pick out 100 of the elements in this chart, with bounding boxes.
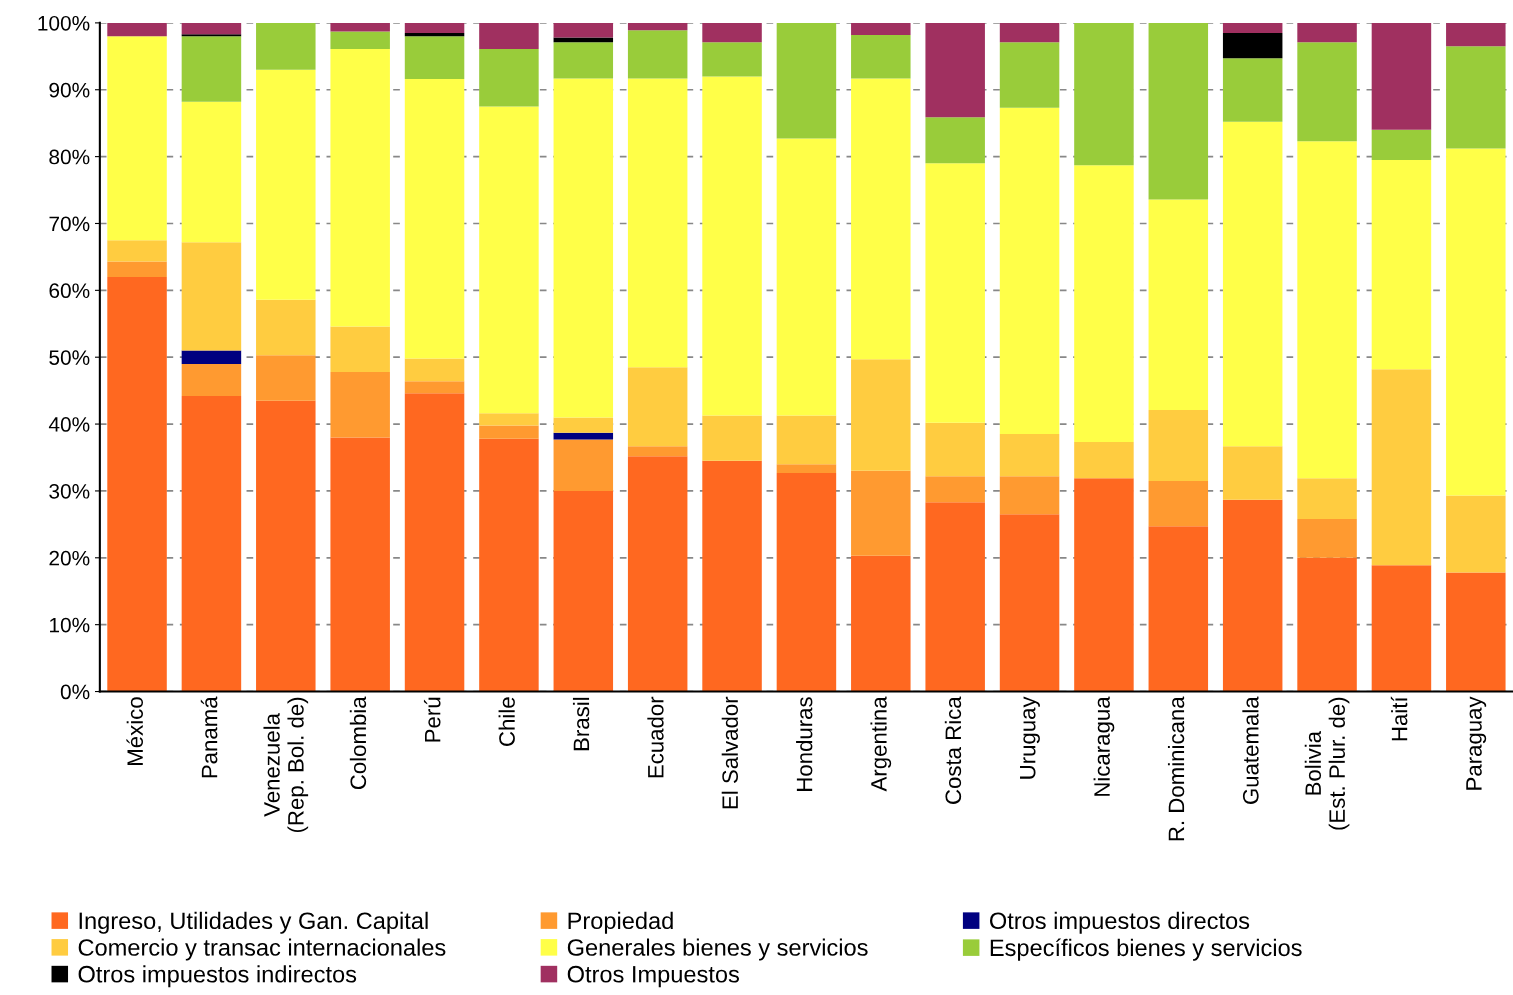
bar bbox=[1297, 519, 1357, 558]
legend-label: Ingreso, Utilidades y Gan. Capital bbox=[79, 911, 428, 934]
bar bbox=[107, 22, 167, 37]
bar bbox=[999, 42, 1060, 108]
bar bbox=[256, 69, 316, 300]
x-tick-label: Paraguay bbox=[1466, 696, 1487, 790]
bar bbox=[404, 22, 465, 33]
bar bbox=[1446, 46, 1506, 149]
bar bbox=[1371, 565, 1432, 692]
y-tick-label: 20% bbox=[49, 550, 90, 566]
x-tick-label: Ecuador bbox=[647, 696, 664, 778]
bar bbox=[776, 464, 837, 473]
y-tick-label: 30% bbox=[49, 483, 90, 499]
bar bbox=[851, 34, 911, 79]
bar bbox=[1074, 22, 1134, 166]
x-tick-label: México bbox=[126, 697, 144, 765]
bar bbox=[404, 381, 465, 394]
bar bbox=[479, 413, 539, 426]
bar bbox=[1222, 22, 1283, 33]
bar bbox=[256, 299, 316, 356]
bar bbox=[1297, 557, 1357, 692]
bar bbox=[330, 437, 390, 692]
bar bbox=[553, 78, 614, 418]
bar bbox=[627, 367, 688, 447]
x-tick-label: Brasil bbox=[572, 697, 590, 751]
x-tick-label: Argentina bbox=[870, 696, 892, 792]
bar bbox=[851, 359, 911, 471]
bar bbox=[627, 30, 688, 79]
bar bbox=[1222, 446, 1283, 500]
bar bbox=[404, 36, 465, 80]
bar bbox=[925, 117, 985, 164]
bar bbox=[1446, 22, 1506, 47]
bar bbox=[1446, 495, 1506, 573]
bar bbox=[1446, 148, 1506, 496]
x-tick-label: Bolivia (Est. Plur. de) bbox=[1304, 697, 1350, 830]
bar bbox=[404, 358, 465, 382]
bar bbox=[256, 400, 316, 692]
bar bbox=[330, 22, 390, 32]
bar bbox=[553, 490, 614, 692]
bar bbox=[1371, 22, 1432, 130]
legend-label: Propiedad bbox=[568, 911, 673, 934]
x-tick-label: Costa Rica bbox=[944, 696, 962, 804]
x-tick-label: Colombia bbox=[349, 696, 367, 790]
y-tick-label: 100% bbox=[38, 15, 90, 31]
x-tick-label: Haití bbox=[1390, 696, 1408, 741]
x-tick-label: El Salvador bbox=[721, 696, 739, 809]
bar bbox=[851, 555, 911, 692]
y-tick-label: 90% bbox=[49, 82, 90, 98]
bar bbox=[107, 276, 167, 692]
bar bbox=[1222, 58, 1283, 122]
bar bbox=[627, 22, 688, 31]
bar bbox=[553, 417, 614, 433]
bar bbox=[1297, 478, 1357, 520]
legend-label: Otros Impuestos bbox=[567, 965, 739, 988]
bar bbox=[776, 138, 837, 416]
bar bbox=[999, 476, 1060, 515]
legend-label: Otros impuestos directos bbox=[989, 911, 1250, 934]
x-tick-label: Panamá bbox=[200, 696, 218, 778]
x-tick-label: Uruguay bbox=[1020, 696, 1040, 779]
legend-label: Comercio y transac internacionales bbox=[78, 938, 446, 961]
bar bbox=[330, 31, 390, 49]
bar bbox=[999, 434, 1060, 477]
bar bbox=[479, 438, 539, 692]
bar bbox=[925, 476, 985, 503]
bar bbox=[851, 22, 911, 35]
bar bbox=[553, 42, 614, 79]
bar bbox=[479, 106, 539, 414]
x-tick-label: Perú bbox=[423, 697, 441, 742]
bar bbox=[1446, 572, 1506, 692]
bar bbox=[553, 439, 614, 491]
x-tick-label: Chile bbox=[498, 697, 515, 746]
x-tick-label: Honduras bbox=[796, 697, 813, 791]
legend-label: Generales bienes y servicios bbox=[567, 938, 868, 961]
bar bbox=[702, 76, 762, 416]
bar bbox=[330, 48, 390, 327]
bar bbox=[1148, 410, 1209, 481]
y-tick-label: 70% bbox=[49, 216, 90, 232]
bar bbox=[479, 425, 539, 439]
bar bbox=[107, 261, 167, 277]
bar bbox=[851, 78, 911, 360]
bar bbox=[553, 22, 614, 38]
bar bbox=[925, 163, 985, 423]
bar bbox=[1371, 129, 1432, 160]
bar bbox=[776, 22, 837, 139]
y-tick-label: 10% bbox=[50, 617, 90, 633]
bar bbox=[1074, 165, 1134, 443]
legend-label: Otros impuestos indirectos bbox=[78, 965, 357, 988]
bar bbox=[1297, 22, 1357, 43]
bar bbox=[1074, 478, 1134, 692]
bar bbox=[330, 326, 390, 372]
bar bbox=[1148, 480, 1209, 527]
bar bbox=[702, 460, 762, 692]
bar bbox=[256, 22, 316, 70]
bar bbox=[702, 22, 762, 43]
bar bbox=[1074, 442, 1134, 479]
bar bbox=[1297, 42, 1357, 142]
bar bbox=[702, 42, 762, 77]
bar bbox=[925, 502, 985, 692]
bar bbox=[479, 22, 539, 49]
bar bbox=[181, 363, 242, 396]
